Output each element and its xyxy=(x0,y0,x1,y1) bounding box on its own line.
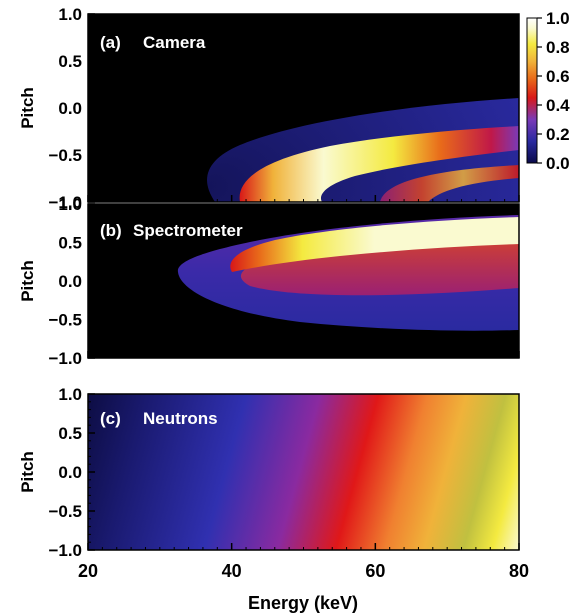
panel-b-ytick-label: 0.5 xyxy=(58,234,82,253)
panel-b: (b) Spectrometer Pitch 1.0 0.5 0.0 −0.5 −1.0 xyxy=(18,195,520,368)
x-tick-label: 40 xyxy=(222,561,242,581)
panel-a-title: Camera xyxy=(143,33,206,52)
panel-a-label: (a) xyxy=(100,33,121,52)
colorbar-tick-label: 0.6 xyxy=(546,67,570,86)
panel-a-ylabel: Pitch xyxy=(18,87,37,129)
panel-a-yticks: 1.0 0.5 0.0 −0.5 −1.0 xyxy=(48,5,520,212)
panel-c-ytick-label: 0.5 xyxy=(58,424,82,443)
panel-b-ylabel: Pitch xyxy=(18,260,37,302)
x-tick-label: 60 xyxy=(365,561,385,581)
panel-c-ytick-label: 0.0 xyxy=(58,463,82,482)
panel-a-ytick-label: −1.0 xyxy=(48,193,82,212)
panel-b-ytick-label: −1.0 xyxy=(48,349,82,368)
panel-a-peak-band xyxy=(239,126,519,202)
colorbar-tick-label: 1.0 xyxy=(546,9,570,28)
panel-c-ylabel: Pitch xyxy=(18,451,37,493)
x-tick-label: 80 xyxy=(509,561,529,581)
panel-c-title: Neutrons xyxy=(143,409,218,428)
panel-c-heatmap xyxy=(88,394,519,550)
colorbar-tick-label: 0.4 xyxy=(546,96,570,115)
panel-c-yticks: 1.0 0.5 0.0 −0.5 −1.0 xyxy=(48,385,520,560)
panel-b-peak-band xyxy=(230,217,519,272)
panel-a-ytick-label: 1.0 xyxy=(58,5,82,24)
panel-c-xticks: 20 40 60 80 xyxy=(78,561,529,581)
panel-c-ytick-label: −1.0 xyxy=(48,541,82,560)
panel-a-ytick-label: 0.5 xyxy=(58,52,82,71)
panel-c: (c) Neutrons Pitch 1.0 0.5 0.0 −0.5 −1.0 20 4… xyxy=(18,385,529,613)
colorbar: 1.0 0.8 0.6 0.4 0.2 0.0 xyxy=(526,9,570,173)
panel-a: (a) Camera Pitch 1.0 0.5 0.0 −0.5 −1.0 xyxy=(18,5,520,212)
panel-c-label: (c) xyxy=(100,409,121,428)
panel-b-ytick-label: −0.5 xyxy=(48,311,82,330)
panel-b-title: Spectrometer xyxy=(133,221,243,240)
panel-a-heatmap xyxy=(207,98,519,202)
colorbar-tick-label: 0.2 xyxy=(546,125,570,144)
colorbar-scale xyxy=(527,18,537,163)
colorbar-tick-label: 0.0 xyxy=(546,154,570,173)
panel-c-gradient xyxy=(88,394,519,550)
panel-a-secondary-band xyxy=(380,165,519,202)
panel-b-heatmap xyxy=(177,215,519,331)
panel-a-ytick-label: 0.0 xyxy=(58,99,82,118)
panel-c-ytick-label: 1.0 xyxy=(58,385,82,404)
panel-b-ytick-label: 1.0 xyxy=(58,195,82,214)
panel-b-yticks: 1.0 0.5 0.0 −0.5 −1.0 xyxy=(48,195,520,368)
x-tick-label: 20 xyxy=(78,561,98,581)
panel-c-ytick-label: −0.5 xyxy=(48,502,82,521)
panel-b-label: (b) xyxy=(100,221,122,240)
colorbar-ticks: 1.0 0.8 0.6 0.4 0.2 0.0 xyxy=(537,9,570,173)
colorbar-frame xyxy=(526,17,538,164)
panel-b-ytick-label: 0.0 xyxy=(58,272,82,291)
panel-a-ytick-label: −0.5 xyxy=(48,146,82,165)
colorbar-tick-label: 0.8 xyxy=(546,38,570,57)
x-axis-label: Energy (keV) xyxy=(248,593,358,613)
